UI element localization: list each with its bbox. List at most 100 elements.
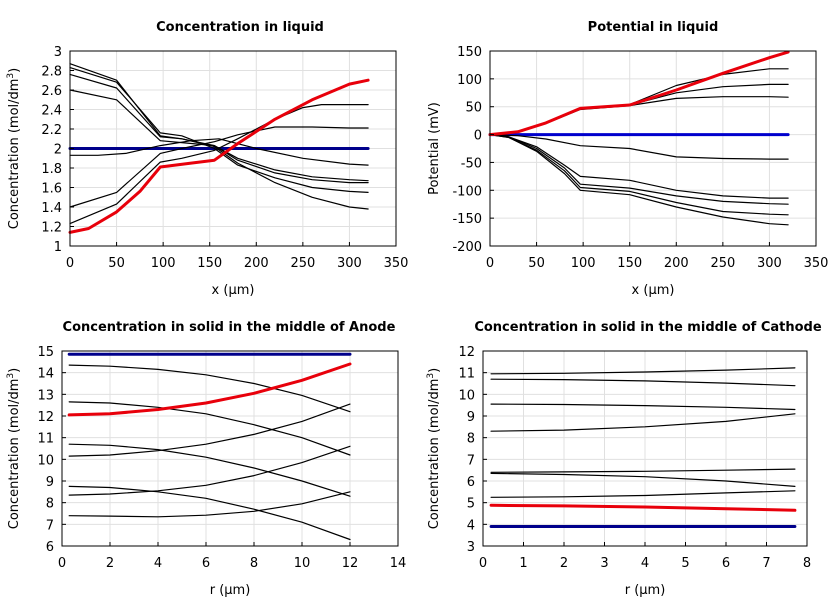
x-tick-label: 4 [641,556,649,571]
y-tick-label: 100 [457,73,482,88]
x-tick-label: 0 [479,556,487,571]
y-tick-label: 2.6 [41,84,62,99]
x-tick-label: 4 [154,556,162,571]
y-tick-label: 1.6 [41,182,62,197]
y-tick-label: 12 [37,410,54,425]
series-line-t6 [69,126,369,208]
x-tick-label: 8 [803,556,811,571]
y-tick-label: 2.8 [41,65,62,80]
x-tick-label: 200 [244,256,269,271]
y-tick-label: 7 [46,518,54,533]
y-axis-label: Concentration (mol/dm3) [6,68,22,230]
chart-title: Concentration in solid in the middle of … [474,320,822,335]
y-tick-label: -200 [452,240,482,255]
y-tick-label: 10 [37,453,54,468]
x-axis-label: x (µm) [632,283,675,298]
y-tick-label: 11 [458,367,475,382]
x-tick-label: 3 [600,556,608,571]
x-tick-label: 250 [290,256,315,271]
series-line-t5 [69,138,369,166]
series-line-t7 [68,403,351,457]
y-tick-label: 13 [37,388,54,403]
y-tick-label: 6 [46,540,54,555]
y-tick-label: 0 [474,129,482,144]
y-tick-label: 2.4 [41,104,62,119]
series-line-t4 [69,89,369,182]
y-axis-label: Potential (mV) [427,102,442,195]
series-line-t2 [69,66,369,193]
y-tick-label: -100 [452,184,482,199]
x-tick-label: 150 [617,256,642,271]
series-line-final [488,50,790,137]
y-tick-label: -150 [452,212,482,227]
x-tick-label: 12 [342,556,359,571]
x-tick-label: 350 [804,256,829,271]
x-tick-label: 10 [294,556,311,571]
series-line-final [67,362,352,417]
series-line-t2 [489,134,789,216]
x-tick-label: 150 [197,256,222,271]
chart-title: Concentration in liquid [156,20,324,35]
series-line-t5 [490,403,796,411]
series-line-t3 [68,443,351,497]
y-axis-label: Concentration (mol/dm3) [6,368,22,530]
x-tick-label: 300 [757,256,782,271]
x-tick-label: 1 [519,556,527,571]
y-tick-label: 50 [465,101,482,116]
x-tick-label: 100 [571,256,596,271]
x-tick-label: 2 [106,556,114,571]
x-tick-label: 200 [664,256,689,271]
x-tick-label: 0 [58,556,66,571]
chart-title: Concentration in solid in the middle of … [63,320,396,335]
y-tick-label: 2 [54,143,62,158]
x-tick-label: 100 [151,256,176,271]
y-tick-label: 9 [46,475,54,490]
chart-panel-3: 0 2 4 6 8 10 12 14 6 7 8 9 10 11 12 13 14 15 Concentration… [6,320,406,598]
y-tick-label: 4 [467,518,475,533]
y-axis-label: Concentration (mol/dm3) [426,368,442,530]
x-tick-label: 250 [710,256,735,271]
series-line-t4 [489,134,789,199]
x-tick-label: 5 [681,556,689,571]
y-tick-label: 12 [458,345,475,360]
x-tick-label: 8 [250,556,258,571]
y-tick-label: 7 [467,453,475,468]
series-line-t7 [490,367,796,375]
x-tick-label: 2 [560,556,568,571]
series-line-t4 [490,413,796,432]
series-line-t6 [68,445,351,496]
y-tick-label: 1.8 [41,162,62,177]
series-line-t5 [489,134,789,160]
series-line-t3 [490,468,796,473]
y-tick-label: 15 [37,345,54,360]
x-tick-label: 6 [722,556,730,571]
y-tick-label: 6 [467,475,475,490]
y-tick-label: 1.4 [41,201,62,216]
y-tick-label: -50 [461,156,482,171]
x-tick-label: 6 [202,556,210,571]
x-tick-label: 50 [108,256,125,271]
series-line-t3 [489,134,789,205]
x-tick-label: 0 [66,256,74,271]
x-tick-label: 7 [762,556,770,571]
series-line-t6 [490,378,796,387]
y-tick-label: 3 [467,540,475,555]
y-tick-label: 10 [458,388,475,403]
series-line-t1 [68,364,351,413]
x-tick-label: 0 [486,256,494,271]
x-tick-label: 14 [390,556,407,571]
series-line-final [489,503,797,512]
series-line-final [68,78,370,234]
y-tick-label: 8 [46,497,54,512]
x-axis-label: r (µm) [625,583,666,598]
series-line-t2 [490,472,796,487]
plot-frame [489,50,817,247]
y-tick-label: 9 [467,410,475,425]
series-line-t2 [68,401,351,456]
x-tick-label: 50 [528,256,545,271]
series-line-t5 [68,491,351,518]
y-tick-label: 5 [467,497,475,512]
chart-panel-1: 0 50 100 150 200 250 300 350 1 1.2 1.4 1.6 1.8 2 2.2 2.… [6,20,408,298]
